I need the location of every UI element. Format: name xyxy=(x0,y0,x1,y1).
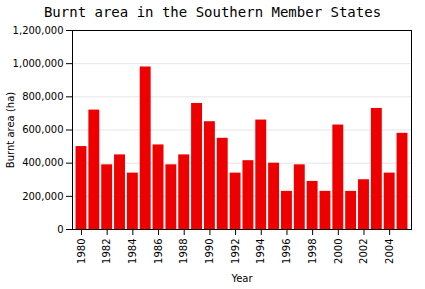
svg-text:1982: 1982 xyxy=(101,239,112,264)
svg-text:2002: 2002 xyxy=(358,239,369,264)
svg-text:1,000,000: 1,000,000 xyxy=(13,58,64,69)
svg-text:1990: 1990 xyxy=(204,239,215,264)
html-text:Burnt area in the Southern Mem: Burnt area in the Southern Member States xyxy=(43,4,382,20)
svg-text:2004: 2004 xyxy=(384,239,395,264)
svg-text:1980: 1980 xyxy=(76,239,87,264)
svg-text:Year: Year xyxy=(230,273,253,284)
svg-text:200,000: 200,000 xyxy=(22,191,63,202)
svg-text:2000: 2000 xyxy=(333,239,344,264)
svg-text:400,000: 400,000 xyxy=(22,157,63,168)
svg-text:1986: 1986 xyxy=(153,239,164,264)
svg-text:800,000: 800,000 xyxy=(22,91,63,102)
svg-text:1984: 1984 xyxy=(127,239,138,264)
svg-text:Burnt area (ha): Burnt area (ha) xyxy=(5,92,16,168)
svg-text:1,200,000: 1,200,000 xyxy=(13,25,64,36)
svg-text:600,000: 600,000 xyxy=(22,124,63,135)
svg-text:0: 0 xyxy=(57,224,63,235)
svg-text:1992: 1992 xyxy=(230,239,241,264)
svg-text:1988: 1988 xyxy=(178,239,189,264)
svg-text:1998: 1998 xyxy=(307,239,318,264)
svg-text:1996: 1996 xyxy=(281,239,292,264)
svg-text:1994: 1994 xyxy=(255,239,266,264)
